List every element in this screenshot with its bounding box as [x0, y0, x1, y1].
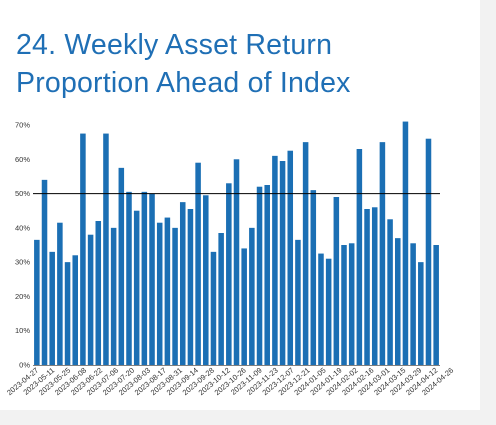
bar — [425, 138, 432, 365]
y-tick-label: 60% — [15, 155, 30, 164]
bar — [103, 133, 109, 365]
bar — [149, 193, 155, 365]
bar — [410, 243, 416, 365]
bar — [80, 133, 86, 365]
bar — [210, 251, 217, 365]
bar — [333, 197, 340, 365]
y-tick-label: 20% — [15, 292, 30, 301]
bar — [95, 221, 102, 365]
bar — [279, 161, 286, 365]
y-tick-label: 50% — [15, 189, 30, 198]
bar — [64, 262, 71, 365]
bar — [256, 186, 263, 365]
y-tick-label: 0% — [19, 361, 30, 370]
bar — [433, 245, 439, 365]
bar — [49, 251, 55, 365]
bar — [233, 159, 240, 365]
bar — [318, 253, 324, 365]
bar — [295, 239, 301, 365]
chart-title-line-2: Proportion Ahead of Index — [16, 67, 351, 99]
bar — [364, 209, 370, 365]
bar — [133, 210, 140, 365]
bar — [179, 202, 186, 365]
chart-title-line-1: 24. Weekly Asset Return — [16, 29, 333, 61]
bar — [164, 217, 171, 365]
bar — [72, 255, 78, 365]
bar — [348, 243, 355, 365]
bar — [325, 258, 332, 365]
bar — [287, 150, 294, 365]
bar — [418, 262, 424, 365]
bar — [87, 234, 94, 365]
y-tick-label: 10% — [15, 326, 30, 335]
bar — [249, 227, 255, 365]
bar — [395, 238, 401, 365]
bar — [141, 191, 148, 365]
bar — [241, 248, 247, 365]
bar — [126, 191, 132, 365]
bar — [172, 227, 178, 365]
y-tick-label: 70% — [15, 121, 30, 130]
bar — [402, 121, 409, 365]
bar — [387, 219, 393, 365]
bar — [203, 195, 209, 365]
bar — [302, 142, 309, 365]
bar — [371, 207, 378, 365]
chart-card: 24. Weekly Asset Return Proportion Ahead… — [0, 0, 480, 410]
bar — [187, 209, 194, 365]
y-tick-label: 30% — [15, 258, 30, 267]
bar — [226, 183, 232, 365]
chart-title: 24. Weekly Asset Return Proportion Ahead… — [16, 26, 456, 102]
bar — [57, 222, 63, 365]
bar — [195, 162, 201, 365]
bar — [34, 239, 40, 365]
bar — [218, 233, 224, 365]
bar — [379, 142, 386, 365]
y-tick-label: 40% — [15, 223, 30, 232]
bar — [118, 167, 125, 365]
bar — [356, 149, 363, 365]
bar — [110, 227, 117, 365]
bar — [341, 245, 347, 365]
bar — [272, 155, 278, 365]
bar — [156, 222, 163, 365]
bar — [264, 185, 270, 365]
bar — [41, 179, 48, 365]
bar — [310, 190, 317, 365]
